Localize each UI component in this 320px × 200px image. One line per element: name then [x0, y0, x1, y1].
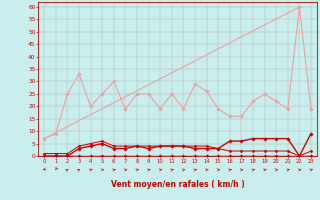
X-axis label: Vent moyen/en rafales ( km/h ): Vent moyen/en rafales ( km/h ): [111, 180, 244, 189]
